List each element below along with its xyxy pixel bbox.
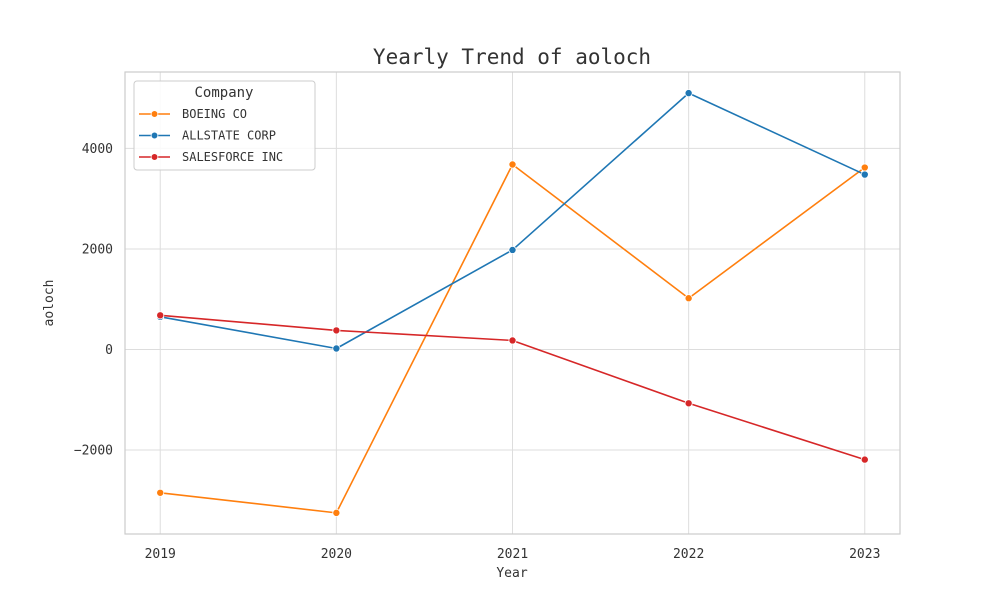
data-point bbox=[156, 488, 165, 497]
legend-swatch-marker bbox=[150, 131, 159, 140]
legend-swatch-marker bbox=[150, 110, 159, 118]
data-point bbox=[860, 170, 869, 179]
legend-items: BOEING CO ALLSTATE CORP SALESFORCE INC bbox=[139, 107, 283, 164]
legend-swatch-marker bbox=[150, 153, 159, 161]
x-tick-label: 2019 bbox=[145, 547, 176, 562]
series-boeing-co bbox=[156, 160, 869, 517]
series-salesforce-inc bbox=[156, 311, 869, 464]
legend-label: BOEING CO bbox=[182, 107, 247, 121]
legend-item: BOEING CO bbox=[139, 107, 247, 121]
legend-item: ALLSTATE CORP bbox=[139, 129, 276, 143]
plot-frame bbox=[124, 71, 901, 535]
data-point bbox=[508, 336, 517, 345]
y-tick-label: 2000 bbox=[82, 242, 113, 257]
data-point bbox=[860, 163, 869, 172]
y-tick-label: 0 bbox=[105, 343, 113, 358]
legend-label: ALLSTATE CORP bbox=[182, 129, 276, 143]
legend-title: Company bbox=[194, 85, 253, 101]
data-point bbox=[684, 399, 693, 408]
y-tick-label: 4000 bbox=[82, 142, 113, 157]
y-axis-label: aoloch bbox=[42, 280, 57, 327]
data-point bbox=[508, 160, 517, 169]
y-tick-label: −2000 bbox=[74, 444, 113, 459]
data-point bbox=[684, 294, 693, 303]
series-lines bbox=[156, 89, 869, 517]
legend: Company BOEING CO ALLSTATE CORP SALESFORCE… bbox=[133, 80, 316, 171]
x-tick-label: 2020 bbox=[321, 547, 352, 562]
legend-box bbox=[133, 80, 316, 171]
legend-item: SALESFORCE INC bbox=[139, 150, 283, 164]
data-point bbox=[684, 89, 693, 98]
x-tick-label: 2023 bbox=[849, 547, 880, 562]
data-point bbox=[332, 326, 341, 335]
data-point bbox=[860, 455, 869, 464]
tick-labels: 2019 2020 2021 2022 2023 −2000 0 2000 4000 bbox=[74, 142, 881, 562]
data-point bbox=[332, 344, 341, 353]
grid bbox=[125, 72, 900, 534]
data-point bbox=[332, 508, 341, 517]
data-point bbox=[508, 245, 517, 254]
x-tick-label: 2021 bbox=[497, 547, 528, 562]
legend-label: SALESFORCE INC bbox=[182, 150, 283, 164]
data-point bbox=[156, 311, 165, 320]
chart-title: Yearly Trend of aoloch bbox=[373, 45, 651, 69]
x-tick-label: 2022 bbox=[673, 547, 704, 562]
x-axis-label: Year bbox=[496, 566, 527, 581]
